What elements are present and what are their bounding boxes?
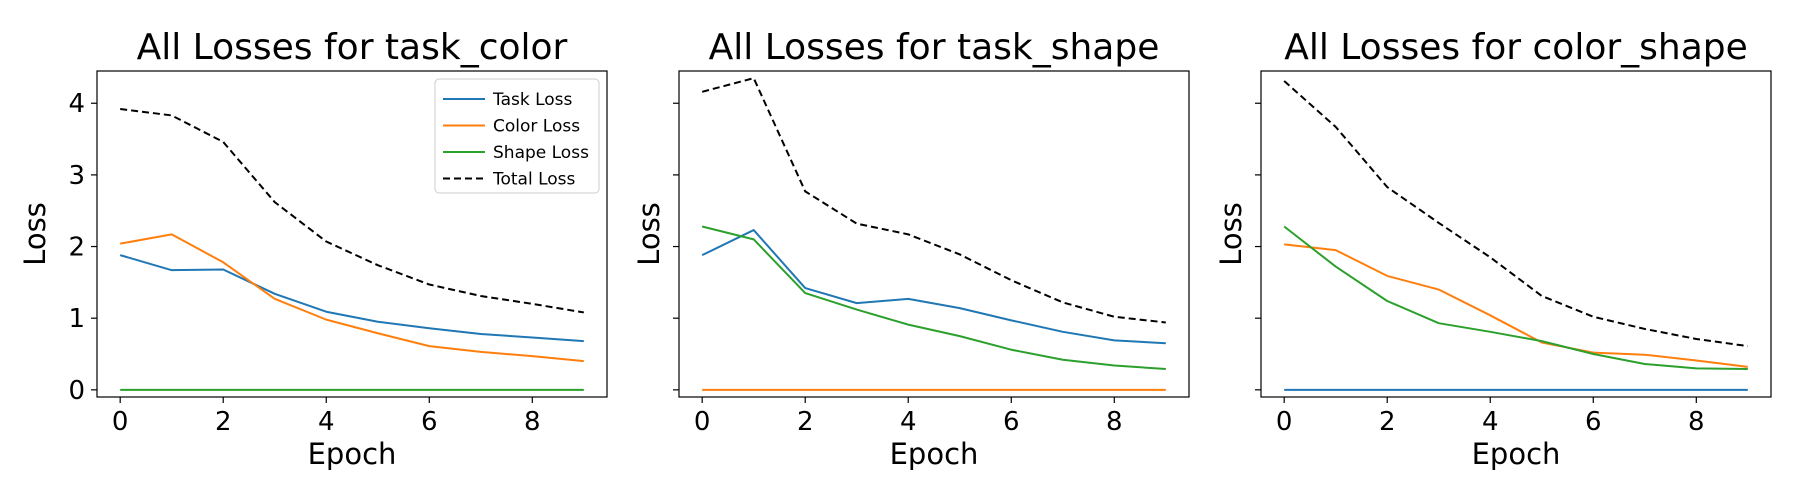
- series-line-task-loss: [119, 254, 584, 343]
- x-tick-label: 8: [524, 407, 541, 437]
- x-tick-label: 4: [318, 407, 335, 437]
- series-line-total-loss: [701, 77, 1166, 324]
- x-tick-label: 8: [1106, 407, 1123, 437]
- x-tick-label: 0: [694, 407, 711, 437]
- x-tick-label: 4: [1482, 407, 1499, 437]
- series-line-color-loss: [1284, 243, 1748, 368]
- y-tick-label: 4: [68, 89, 85, 119]
- x-tick-label: 0: [1276, 407, 1293, 437]
- y-tick-label: 2: [68, 233, 85, 263]
- x-tick-label: 2: [1379, 407, 1396, 437]
- series-line-shape-loss: [1283, 225, 1748, 371]
- series-line-total-loss: [120, 107, 584, 314]
- x-tick-label: 0: [112, 407, 129, 437]
- x-axis-label: Epoch: [308, 437, 397, 471]
- y-tick-label: 0: [68, 376, 85, 406]
- x-axis-label: Epoch: [890, 437, 979, 471]
- x-tick-label: 2: [215, 407, 232, 437]
- y-axis-label: Loss: [632, 202, 666, 266]
- y-tick-label: 1: [68, 304, 85, 334]
- legend-box: [434, 78, 600, 194]
- y-tick-label: 3: [68, 161, 85, 191]
- x-tick-label: 6: [1585, 407, 1602, 437]
- y-axis-label: Loss: [18, 202, 52, 266]
- plot-frame: [678, 70, 1190, 398]
- chart-title: All Losses for task_color: [137, 27, 568, 68]
- series-line-total-loss: [1283, 80, 1748, 348]
- x-tick-label: 6: [421, 407, 438, 437]
- series-line-shape-loss: [701, 225, 1166, 371]
- chart-title: All Losses for task_shape: [709, 27, 1160, 68]
- legend-label-color-loss: Color Loss: [493, 117, 580, 137]
- legend: Task Loss Color Loss Shape Loss Total Loss: [434, 78, 600, 194]
- plot-frame: [1260, 70, 1772, 398]
- series-line-task-loss: [701, 229, 1166, 345]
- chart-title: All Losses for color_shape: [1284, 27, 1748, 68]
- legend-label-shape-loss: Shape Loss: [493, 143, 589, 163]
- legend-label-task-loss: Task Loss: [492, 90, 573, 110]
- series-line-color-loss: [120, 233, 584, 363]
- legend-label-total-loss: Total Loss: [492, 170, 576, 190]
- chart-panel-2: All Losses for task_shape 0 2 4 6 8 Epoch Loss: [632, 27, 1190, 471]
- y-axis-label: Loss: [1214, 202, 1248, 266]
- x-tick-label: 8: [1688, 407, 1705, 437]
- x-axis-label: Epoch: [1472, 437, 1561, 471]
- x-tick-label: 2: [797, 407, 814, 437]
- chart-panel-3: All Losses for color_shape 0 2 4 6 8 Epoch Loss: [1214, 27, 1772, 471]
- x-tick-label: 6: [1003, 407, 1020, 437]
- x-tick-label: 4: [900, 407, 917, 437]
- plot-frame: [96, 70, 608, 398]
